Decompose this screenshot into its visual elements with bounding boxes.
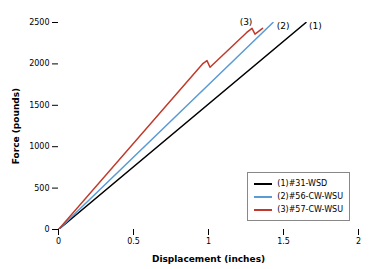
- svg-text:0.5: 0.5: [127, 237, 140, 246]
- svg-text:(1): (1): [309, 21, 322, 31]
- svg-text:2: 2: [356, 237, 361, 246]
- svg-text:Displacement (inches): Displacement (inches): [152, 254, 265, 264]
- svg-text:1: 1: [206, 237, 211, 246]
- svg-text:0: 0: [44, 225, 49, 234]
- svg-text:1.5: 1.5: [277, 237, 290, 246]
- svg-text:1500: 1500: [29, 101, 49, 110]
- html-text:(2)#56-CW-WSU: (2)#56-CW-WSU: [277, 192, 343, 201]
- svg-text:(2): (2): [277, 21, 290, 31]
- svg-text:0: 0: [56, 237, 61, 246]
- html-text:(1)#31-WSD: (1)#31-WSD: [277, 179, 328, 188]
- svg-text:2500: 2500: [29, 18, 49, 27]
- svg-text:1000: 1000: [29, 142, 49, 151]
- svg-text:500: 500: [34, 184, 49, 193]
- svg-text:(3): (3): [240, 17, 253, 27]
- svg-text:Force (pounds): Force (pounds): [11, 88, 21, 164]
- svg-text:2000: 2000: [29, 59, 49, 68]
- html-text:(3)#57-CW-WSU: (3)#57-CW-WSU: [277, 205, 343, 214]
